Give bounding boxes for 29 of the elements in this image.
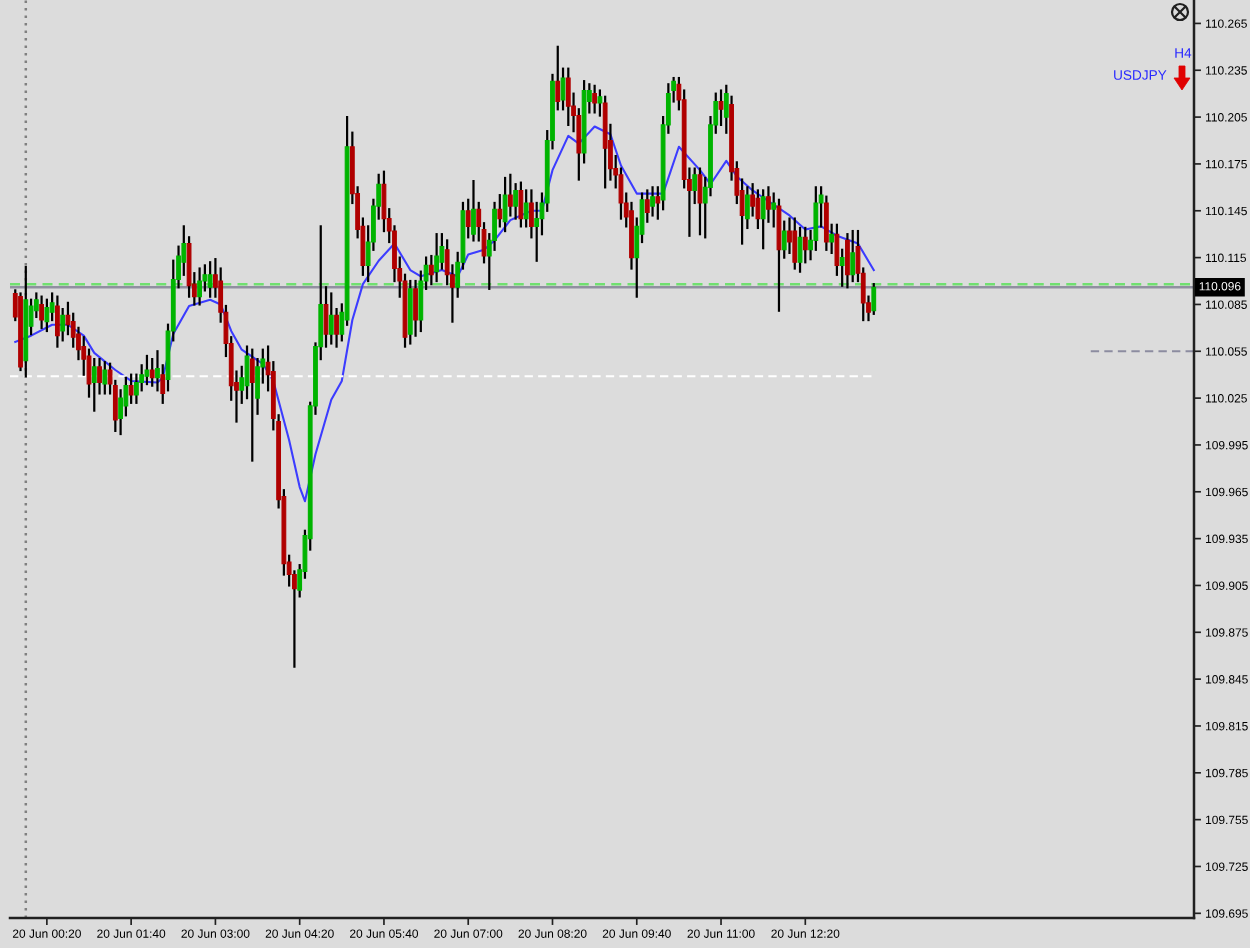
candlestick [149, 357, 155, 387]
candlestick [413, 279, 418, 337]
candlestick [102, 361, 108, 395]
candlestick [845, 233, 850, 289]
candlestick [776, 198, 782, 312]
candlestick [650, 186, 655, 217]
candlestick [718, 89, 724, 127]
candlestick [207, 261, 213, 298]
candlestick [434, 233, 440, 283]
candlestick [502, 176, 508, 233]
candlestick [91, 357, 97, 412]
candlestick [328, 292, 334, 345]
candlestick [518, 181, 524, 228]
candlestick [602, 95, 608, 189]
candlestick [565, 67, 571, 127]
candlestick [249, 348, 255, 462]
candlestick [39, 295, 44, 329]
candlestick [592, 84, 598, 114]
candlestick [871, 283, 877, 315]
candlestick [760, 189, 766, 250]
candlestick [792, 217, 798, 270]
candlestick [44, 298, 50, 333]
candlestick [407, 279, 413, 345]
candlestick [197, 267, 203, 306]
candlestick [850, 229, 856, 283]
candlestick [471, 179, 476, 242]
candlestick [144, 354, 150, 386]
candlestick [55, 295, 60, 348]
candlestick [697, 167, 703, 236]
